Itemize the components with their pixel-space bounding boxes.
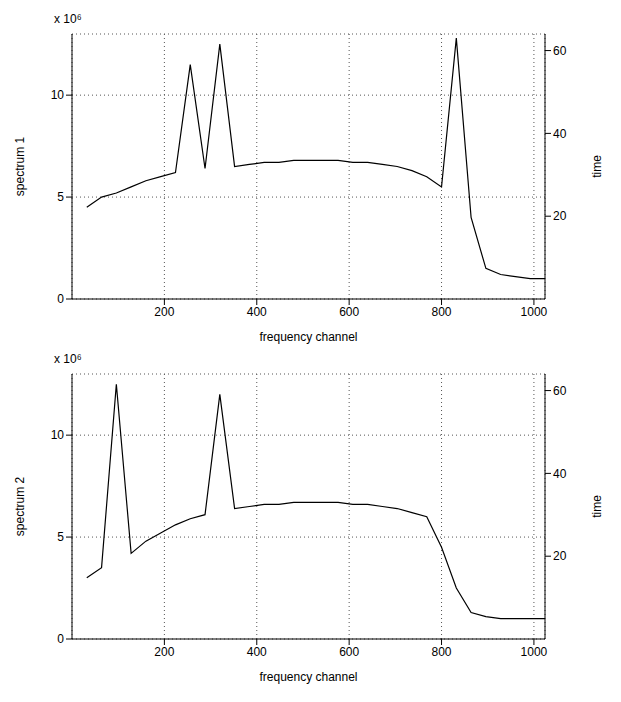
svg-text:400: 400 [247, 305, 267, 319]
svg-text:time: time [590, 155, 604, 178]
svg-text:60: 60 [553, 384, 567, 398]
html-text:x 10⁶: x 10⁶ [54, 352, 82, 366]
svg-text:1000: 1000 [521, 645, 548, 659]
svg-text:20: 20 [553, 209, 567, 223]
svg-text:200: 200 [154, 305, 174, 319]
svg-text:time: time [590, 495, 604, 518]
svg-text:800: 800 [432, 305, 452, 319]
svg-text:200: 200 [154, 645, 174, 659]
svg-text:800: 800 [432, 645, 452, 659]
svg-text:10: 10 [51, 88, 65, 102]
svg-text:40: 40 [553, 127, 567, 141]
svg-text:600: 600 [339, 645, 359, 659]
svg-text:5: 5 [57, 190, 64, 204]
svg-text:600: 600 [339, 305, 359, 319]
svg-text:60: 60 [553, 44, 567, 58]
svg-text:0: 0 [57, 292, 64, 306]
svg-text:20: 20 [553, 549, 567, 563]
svg-text:10: 10 [51, 428, 65, 442]
svg-text:spectrum 1: spectrum 1 [13, 136, 27, 196]
svg-text:1000: 1000 [521, 305, 548, 319]
svg-text:40: 40 [553, 467, 567, 481]
svg-text:frequency channel: frequency channel [259, 670, 357, 684]
svg-text:0: 0 [57, 632, 64, 646]
svg-text:400: 400 [247, 645, 267, 659]
svg-text:spectrum 2: spectrum 2 [13, 476, 27, 536]
svg-text:frequency channel: frequency channel [259, 330, 357, 344]
html-text:x 10⁶: x 10⁶ [54, 12, 82, 26]
svg-text:5: 5 [57, 530, 64, 544]
